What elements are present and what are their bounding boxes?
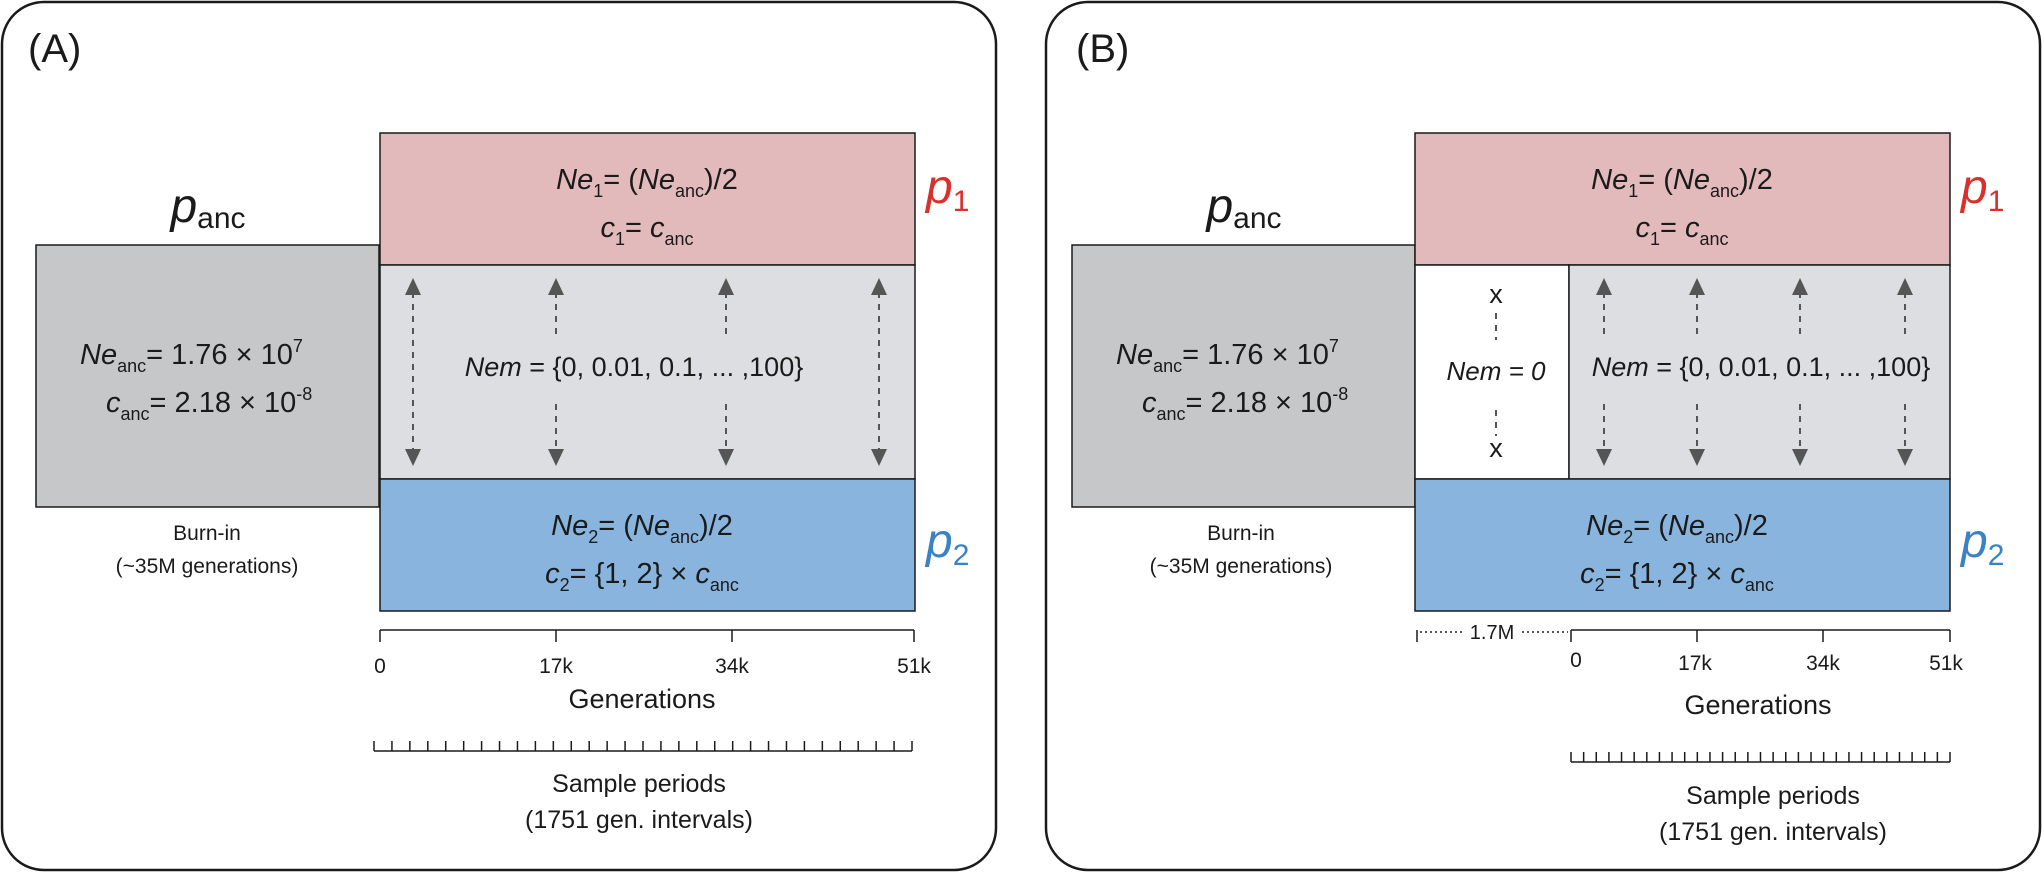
- sample-periods-title: Sample periods: [1686, 782, 1860, 810]
- pop2-label: p2: [1959, 515, 2004, 572]
- pop2-c: c2= {1, 2} × canc: [1580, 558, 1774, 595]
- ancestral-c: canc= 2.18 × 10-8: [106, 384, 312, 424]
- pop1-label: p1: [1959, 161, 2004, 218]
- migration-label: Nem = {0, 0.01, 0.1, ... ,100}: [465, 352, 804, 382]
- axis-title: Generations: [1684, 690, 1831, 720]
- pop2-ne: Ne2= (Neanc)/2: [551, 510, 733, 547]
- pop1-ne: Ne1= (Neanc)/2: [1591, 164, 1773, 201]
- panel-a-label: (A): [28, 27, 81, 71]
- generations-axis: [379, 629, 915, 642]
- migration-label: Nem = {0, 0.01, 0.1, ... ,100}: [1592, 352, 1931, 382]
- axis-tick-34k: 34k: [1806, 652, 1840, 675]
- pop1-ne: Ne1= (Neanc)/2: [556, 164, 738, 201]
- pop1-box: [1414, 132, 1951, 266]
- ancestral-ne: Neanc= 1.76 × 107: [1116, 336, 1339, 376]
- isolation-box: [1414, 264, 1570, 480]
- axis-tick-17k: 17k: [539, 655, 573, 678]
- migration-arrows: [1603, 292, 1906, 452]
- axis-tick-34k: 34k: [715, 655, 749, 678]
- sample-periods-interval: (1751 gen. intervals): [1659, 818, 1887, 846]
- burn-in-generations: (~35M generations): [1150, 555, 1333, 578]
- panel-b-label: (B): [1076, 27, 1129, 71]
- isolation-mark-top: x: [1489, 279, 1503, 309]
- burn-in-caption: Burn-in: [1207, 522, 1275, 545]
- panel-b: (B) panc Neanc= 1.76 × 107 canc= 2.18 × …: [1044, 0, 2044, 874]
- sample-periods-interval: (1751 gen. intervals): [525, 806, 753, 834]
- sample-periods-scale: [1570, 752, 1951, 763]
- migration-box: [379, 264, 916, 480]
- migration-box: [1568, 264, 1951, 480]
- axis-title: Generations: [568, 684, 715, 714]
- pop2-ne: Ne2= (Neanc)/2: [1586, 510, 1768, 547]
- sample-periods-title: Sample periods: [552, 770, 726, 798]
- pop2-label: p2: [924, 515, 969, 572]
- axis-tick-0: 0: [374, 655, 386, 678]
- pop1-box: [379, 132, 916, 266]
- ancestral-pop-label: panc: [168, 180, 245, 235]
- panel-a: (A) panc Neanc= 1.76 × 107 canc= 2.18 × …: [0, 0, 1000, 874]
- pop2-box: [1414, 478, 1951, 612]
- pop1-c: c1= canc: [600, 212, 693, 249]
- axis-tick-0: 0: [1570, 649, 1582, 672]
- panel-a-diagram: (A) panc Neanc= 1.76 × 107 canc= 2.18 × …: [0, 0, 998, 872]
- burn-in-caption: Burn-in: [173, 522, 241, 545]
- pre-period-bracket: [1416, 630, 1568, 642]
- migration-arrowheads: [1596, 278, 1913, 466]
- sample-periods-scale: [373, 741, 913, 752]
- migration-arrows: [412, 292, 880, 452]
- generations-axis: [1570, 629, 1951, 642]
- ancestral-pop-box: [1071, 244, 1416, 508]
- panel-b-diagram: (B) panc Neanc= 1.76 × 107 canc= 2.18 × …: [1044, 0, 2042, 872]
- isolation-mark-bottom: x: [1489, 433, 1503, 463]
- pop1-c: c1= canc: [1635, 212, 1728, 249]
- ancestral-ne: Neanc= 1.76 × 107: [80, 336, 303, 376]
- axis-tick-51k: 51k: [897, 655, 931, 678]
- ancestral-pop-box: [35, 244, 380, 508]
- migration-arrowheads: [405, 278, 887, 466]
- pop2-c: c2= {1, 2} × canc: [545, 558, 739, 595]
- axis-tick-51k: 51k: [1929, 652, 1963, 675]
- pop2-box: [379, 478, 916, 612]
- ancestral-pop-label: panc: [1204, 180, 1281, 235]
- burn-in-generations: (~35M generations): [116, 555, 299, 578]
- pre-period-label: 1.7M: [1470, 622, 1514, 644]
- ancestral-c: canc= 2.18 × 10-8: [1142, 384, 1348, 424]
- axis-tick-17k: 17k: [1678, 652, 1712, 675]
- isolation-label: Nem = 0: [1447, 356, 1547, 386]
- pop1-label: p1: [924, 161, 969, 218]
